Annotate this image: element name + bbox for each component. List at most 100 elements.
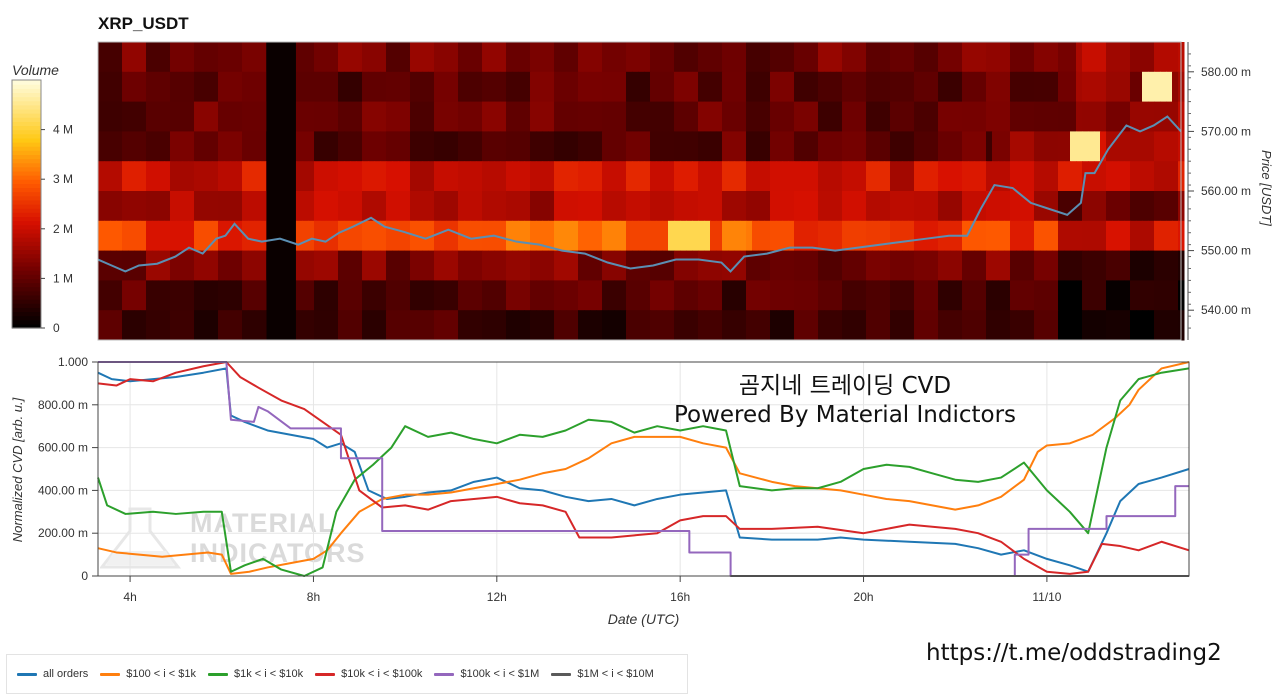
heatmap-cell: [1082, 191, 1089, 222]
heatmap-cell: [302, 191, 309, 222]
heatmap-cell: [890, 310, 897, 341]
heatmap-cell: [452, 310, 459, 341]
heatmap-cell: [212, 310, 219, 341]
heatmap-cell: [770, 220, 777, 252]
heatmap-cell: [464, 161, 471, 192]
heatmap-cell: [434, 42, 441, 73]
heatmap-cell: [320, 71, 327, 103]
heatmap-cell: [224, 191, 231, 222]
heatmap-cell: [734, 161, 741, 192]
heatmap-cell: [590, 250, 597, 281]
heatmap-cell: [704, 280, 711, 311]
heatmap-cell: [236, 191, 243, 222]
heatmap-cell: [188, 191, 195, 222]
legend-item[interactable]: $100 < i < $1k: [100, 668, 196, 680]
heatmap-cell: [260, 220, 267, 252]
heatmap-cell: [362, 250, 369, 281]
heatmap-cell: [812, 280, 819, 311]
heatmap-cell: [572, 71, 579, 103]
heatmap-cell: [1136, 131, 1143, 162]
heatmap-cell: [392, 161, 399, 192]
heatmap-cell: [182, 250, 189, 281]
heatmap-cell: [116, 310, 123, 341]
heatmap-cell: [602, 131, 609, 162]
heatmap-cell: [866, 191, 873, 222]
heatmap-cell: [578, 250, 585, 281]
legend-item[interactable]: $1k < i < $10k: [207, 668, 303, 680]
heatmap-cell: [938, 250, 945, 281]
heatmap-cell: [680, 71, 687, 103]
heatmap-cell: [758, 250, 765, 281]
heatmap-cell: [782, 161, 789, 192]
heatmap-cell: [950, 191, 957, 222]
heatmap-cell: [164, 250, 171, 281]
heatmap-cell: [734, 71, 741, 103]
heatmap-cell: [200, 101, 207, 132]
heatmap-cell: [662, 71, 669, 103]
heatmap-cell: [824, 310, 831, 341]
heatmap-cell: [674, 161, 681, 192]
heatmap-cell: [1028, 42, 1035, 73]
legend-item[interactable]: all orders: [17, 668, 88, 680]
heatmap-cell: [1064, 310, 1071, 341]
heatmap-cell: [980, 101, 987, 132]
heatmap-cell: [548, 310, 555, 341]
heatmap-cell: [1100, 71, 1107, 103]
legend-item[interactable]: $100k < i < $1M: [434, 668, 539, 680]
heatmap-cell: [212, 161, 219, 192]
legend-item[interactable]: $10k < i < $100k: [315, 668, 422, 680]
heatmap-cell: [434, 101, 441, 132]
date-axis-label: Date (UTC): [608, 611, 680, 627]
heatmap-cell: [350, 71, 357, 103]
legend-swatch: [434, 672, 455, 676]
heatmap-cell: [872, 310, 879, 341]
heatmap-cell: [350, 161, 357, 192]
heatmap-cell: [998, 71, 1005, 103]
heatmap-cell: [884, 310, 891, 341]
legend-label: $10k < i < $100k: [341, 668, 423, 680]
heatmap-cell: [674, 310, 681, 341]
colorbar-tick-label: 0: [53, 321, 60, 335]
heatmap-cell: [836, 131, 843, 162]
heatmap-cell: [524, 42, 531, 73]
heatmap-cell: [800, 71, 807, 103]
colorbar-segment: [12, 187, 41, 193]
heatmap-cell: [1166, 101, 1173, 132]
heatmap-cell: [722, 280, 729, 311]
heatmap-cell: [866, 280, 873, 311]
heatmap-cell: [656, 250, 663, 281]
heatmap-cell: [1016, 161, 1023, 192]
heatmap-cell: [746, 131, 753, 162]
heatmap-cell: [458, 101, 465, 132]
heatmap-cell: [908, 250, 915, 281]
heatmap-cell: [1046, 310, 1053, 341]
heatmap-cell: [1028, 101, 1035, 132]
heatmap-cell: [1142, 131, 1149, 162]
heatmap-cell: [140, 280, 147, 311]
colorbar-segment: [12, 257, 41, 263]
heatmap-cell: [608, 42, 615, 73]
heatmap-cell: [230, 131, 237, 162]
heatmap-cell: [800, 101, 807, 132]
colorbar-segment: [12, 245, 41, 251]
heatmap-cell: [1100, 101, 1107, 132]
heatmap-cell: [1046, 250, 1053, 281]
heatmap-cell: [110, 161, 117, 192]
colorbar-segment: [12, 133, 41, 139]
heatmap-cell: [410, 250, 417, 281]
heatmap-cell: [1130, 101, 1137, 132]
heatmap-cell: [452, 161, 459, 192]
heatmap-cell: [122, 131, 129, 162]
heatmap-cell: [740, 220, 747, 252]
legend-item[interactable]: $1M < i < $10M: [551, 668, 654, 680]
heatmap-cell: [392, 71, 399, 103]
heatmap-cell: [884, 191, 891, 222]
heatmap-cell: [1112, 280, 1119, 311]
heatmap-cell: [656, 280, 663, 311]
heatmap-cell: [704, 101, 711, 132]
heatmap-cell: [1106, 280, 1113, 311]
heatmap-cell: [1070, 131, 1077, 162]
heatmap-cell: [554, 191, 561, 222]
heatmap-cell: [248, 280, 255, 311]
heatmap-cell: [446, 101, 453, 132]
